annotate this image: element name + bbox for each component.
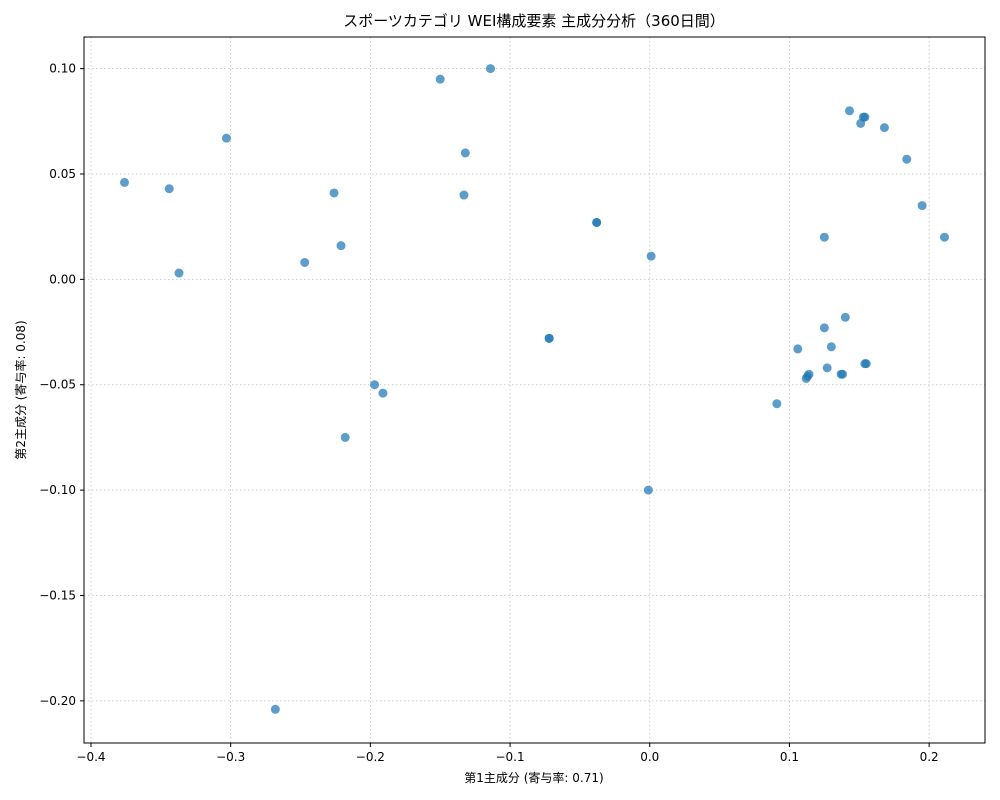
y-tick-label: −0.20 [39, 694, 76, 708]
y-tick-label: −0.15 [39, 588, 76, 602]
data-point [329, 188, 339, 198]
data-point [819, 232, 829, 242]
data-point [370, 380, 380, 390]
x-tick-label: 0.1 [780, 750, 799, 764]
data-point [164, 184, 174, 194]
data-point [793, 344, 803, 354]
data-point [340, 432, 350, 442]
y-axis-ticks: 0.10 0.05 0.00 −0.05 −0.10 −0.15 −0.20 [39, 62, 84, 708]
data-point [861, 359, 871, 369]
data-point [838, 369, 848, 379]
data-point [646, 251, 656, 261]
data-point [826, 342, 836, 352]
x-axis-label: 第1主成分 (寄与率: 0.71) [464, 770, 603, 785]
y-tick-label: 0.05 [49, 167, 76, 181]
x-axis-ticks: −0.4 −0.3 −0.2 −0.1 0.0 0.1 0.2 [76, 743, 939, 764]
data-point [643, 485, 653, 495]
x-tick-label: 0.2 [920, 750, 939, 764]
data-point [378, 388, 388, 398]
x-tick-label: −0.4 [76, 750, 105, 764]
data-point [917, 201, 927, 211]
y-tick-label: −0.05 [39, 378, 76, 392]
data-point [221, 133, 231, 143]
data-point [485, 64, 495, 74]
data-points [120, 64, 949, 714]
data-point [860, 112, 870, 122]
data-point [544, 333, 554, 343]
x-tick-label: −0.2 [356, 750, 385, 764]
data-point [336, 241, 346, 251]
data-point [592, 217, 602, 227]
x-tick-label: −0.1 [495, 750, 524, 764]
y-tick-label: 0.00 [49, 272, 76, 286]
x-tick-label: 0.0 [640, 750, 659, 764]
data-point [460, 148, 470, 158]
data-point [270, 704, 280, 714]
y-tick-label: 0.10 [49, 62, 76, 76]
data-point [435, 74, 445, 84]
y-axis-label: 第2主成分 (寄与率: 0.08) [13, 320, 28, 459]
data-point [804, 369, 814, 379]
data-point [120, 177, 130, 187]
y-tick-label: −0.10 [39, 483, 76, 497]
chart-title: スポーツカテゴリ WEI構成要素 主成分分析（360日間） [343, 12, 725, 30]
data-point [902, 154, 912, 164]
data-point [840, 312, 850, 322]
x-tick-label: −0.3 [216, 750, 245, 764]
data-point [459, 190, 469, 200]
data-point [939, 232, 949, 242]
data-point [819, 323, 829, 333]
data-point [300, 257, 310, 267]
data-point [772, 399, 782, 409]
data-point [822, 363, 832, 373]
grid-lines [84, 37, 985, 743]
data-point [174, 268, 184, 278]
data-point [879, 123, 889, 133]
data-point [845, 106, 855, 116]
plot-frame [83, 36, 986, 744]
